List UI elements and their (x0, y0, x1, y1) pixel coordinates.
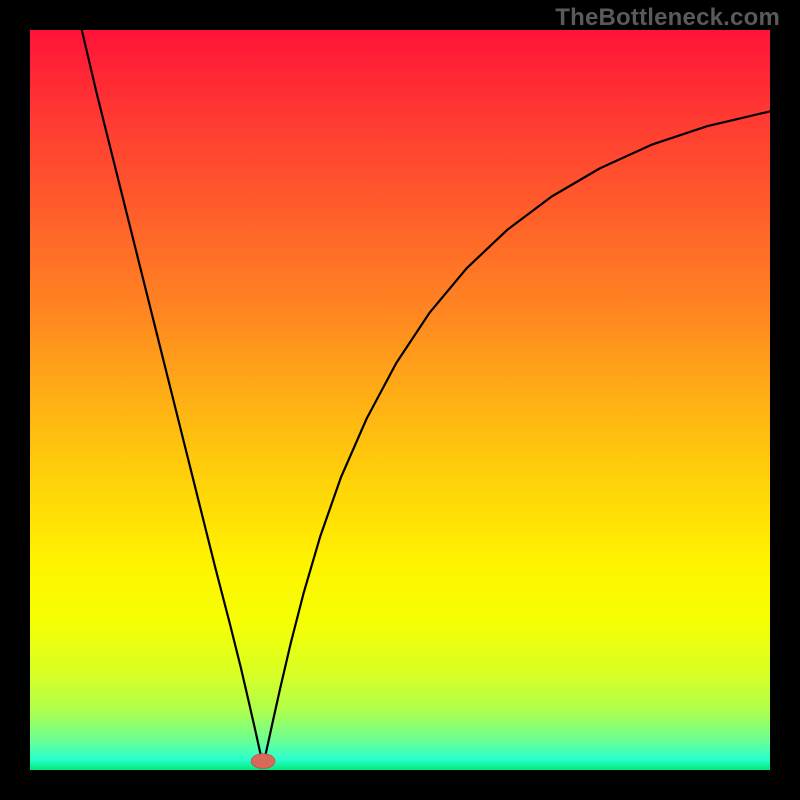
plot-area (30, 30, 770, 770)
watermark-text: TheBottleneck.com (555, 4, 780, 32)
bottleneck-curve-chart (30, 30, 770, 770)
optimal-point-marker (251, 754, 275, 769)
chart-container: TheBottleneck.com (0, 0, 800, 800)
gradient-background (30, 30, 770, 770)
